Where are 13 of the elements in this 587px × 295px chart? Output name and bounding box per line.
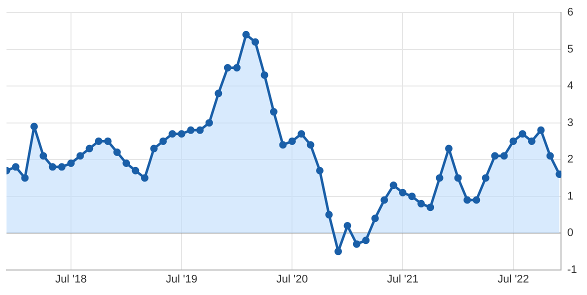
y-tick-label: 0 [567,227,574,240]
y-tick-label: -1 [567,264,577,276]
x-tick-label: Jul '22 [498,273,530,286]
y-tick-label: 4 [567,80,574,92]
x-tick-label: Jul '21 [387,273,418,286]
x-tick-label: Jul '19 [166,273,198,286]
y-tick-label: 6 [567,6,574,19]
y-tick-label: 2 [567,154,574,166]
x-tick-label: Jul '18 [55,273,87,286]
x-tick-label: Jul '20 [276,273,308,286]
y-tick-label: 3 [567,116,574,129]
y-tick-label: 1 [567,190,574,202]
y-tick-label: 5 [567,43,574,56]
